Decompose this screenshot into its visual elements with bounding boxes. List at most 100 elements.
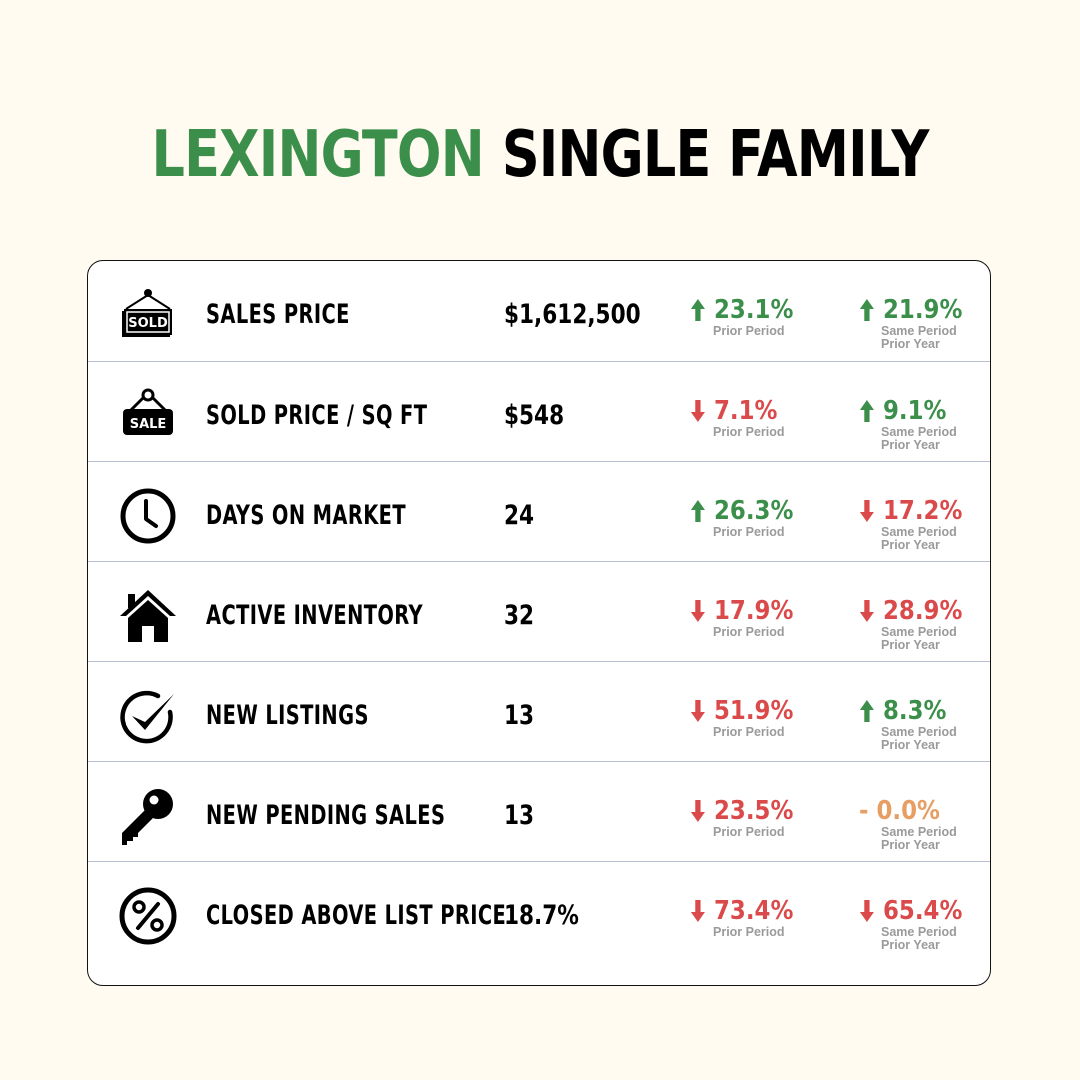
change-percent: 28.9% (859, 598, 973, 624)
prior-period-label: Prior Period (713, 725, 785, 739)
metric-label: DAYS ON MARKET (206, 500, 407, 531)
change-percent: 23.1% (690, 297, 804, 323)
year-over-year-change: 21.9% Same Period Prior Year (859, 297, 973, 351)
yoy-caption: Same Period Prior Year (881, 626, 973, 652)
sold-sign-icon: SOLD (118, 285, 178, 345)
yoy-caption: Same Period Prior Year (881, 426, 957, 452)
change-value: 65.4% (883, 896, 963, 926)
arrow-up-icon (859, 399, 880, 423)
prior-period-label: Prior Period (713, 425, 785, 439)
arrow-up-icon (859, 298, 880, 322)
year-over-year-change: 9.1% Same Period Prior Year (859, 398, 957, 452)
prior-period-change: 23.1% Prior Period (690, 297, 804, 338)
arrow-up-icon (690, 499, 711, 523)
yoy-caption: Same Period Prior Year (881, 926, 973, 952)
metric-label: NEW LISTINGS (206, 700, 369, 731)
page-title: LEXINGTON SINGLE FAMILY (97, 118, 983, 192)
metric-label: NEW PENDING SALES (206, 800, 446, 831)
metric-value: 18.7% (504, 900, 579, 931)
title-property-type: SINGLE FAMILY (501, 118, 930, 192)
change-value: 21.9% (883, 295, 963, 325)
metric-value: 13 (504, 800, 535, 831)
change-value: 73.4% (714, 896, 794, 926)
table-row: SOLD SALES PRICE $1,612,500 23.1% Prior … (88, 261, 990, 361)
arrow-down-icon (859, 599, 880, 623)
year-over-year-change: 8.3% Same Period Prior Year (859, 698, 957, 752)
svg-text:SOLD: SOLD (128, 316, 168, 331)
metric-value: 13 (504, 700, 535, 731)
year-over-year-change: - 0.0% Same Period Prior Year (859, 798, 957, 852)
same-period-label: Same Period (881, 825, 957, 839)
arrow-down-icon (690, 599, 711, 623)
prior-year-label: Prior Year (881, 938, 940, 952)
same-period-label: Same Period (881, 425, 957, 439)
prior-year-label: Prior Year (881, 838, 940, 852)
prior-year-label: Prior Year (881, 538, 940, 552)
change-value: 8.3% (883, 696, 947, 726)
prior-period-label: Prior Period (713, 925, 785, 939)
prior-period-label: Prior Period (713, 324, 785, 338)
same-period-label: Same Period (881, 324, 957, 338)
prior-period-label: Prior Period (713, 625, 785, 639)
svg-text:SALE: SALE (130, 417, 167, 432)
prior-year-label: Prior Year (881, 738, 940, 752)
metric-value: 24 (504, 500, 535, 531)
change-value: 51.9% (714, 696, 794, 726)
arrow-down-icon (690, 799, 711, 823)
metric-label: SOLD PRICE / SQ FT (206, 400, 428, 431)
change-percent: 7.1% (690, 398, 786, 424)
prior-period-change: 17.9% Prior Period (690, 598, 804, 639)
change-value: 26.3% (714, 496, 794, 526)
prior-period-label: Prior Period (713, 525, 785, 539)
change-percent: - 0.0% (859, 798, 957, 824)
change-percent: 23.5% (690, 798, 804, 824)
change-value: 28.9% (883, 596, 963, 626)
table-row: NEW PENDING SALES 13 23.5% Prior Period … (88, 761, 990, 862)
percent-icon (118, 886, 178, 946)
year-over-year-change: 28.9% Same Period Prior Year (859, 598, 973, 652)
same-period-label: Same Period (881, 525, 957, 539)
metric-label: CLOSED ABOVE LIST PRICE (206, 900, 507, 931)
change-value: - 0.0% (859, 796, 940, 826)
change-value: 23.5% (714, 796, 794, 826)
metric-value: $1,612,500 (504, 299, 641, 330)
prior-year-label: Prior Year (881, 438, 940, 452)
arrow-up-icon (690, 298, 711, 322)
table-row: ACTIVE INVENTORY 32 17.9% Prior Period 2… (88, 561, 990, 662)
change-percent: 26.3% (690, 498, 804, 524)
change-value: 23.1% (714, 295, 794, 325)
arrow-down-icon (690, 699, 711, 723)
change-value: 7.1% (714, 396, 778, 426)
prior-year-label: Prior Year (881, 337, 940, 351)
same-period-label: Same Period (881, 925, 957, 939)
arrow-up-icon (859, 699, 880, 723)
metric-value: $548 (504, 400, 565, 431)
change-percent: 51.9% (690, 698, 804, 724)
table-row: NEW LISTINGS 13 51.9% Prior Period 8.3% … (88, 661, 990, 762)
year-over-year-change: 17.2% Same Period Prior Year (859, 498, 973, 552)
yoy-caption: Same Period Prior Year (881, 726, 957, 752)
house-icon (118, 586, 178, 646)
yoy-caption: Same Period Prior Year (881, 526, 973, 552)
change-percent: 17.2% (859, 498, 973, 524)
prior-year-label: Prior Year (881, 638, 940, 652)
metric-value: 32 (504, 600, 535, 631)
change-percent: 65.4% (859, 898, 973, 924)
metric-label: SALES PRICE (206, 299, 350, 330)
change-percent: 8.3% (859, 698, 957, 724)
prior-period-label: Prior Period (713, 825, 785, 839)
table-row: SALE SOLD PRICE / SQ FT $548 7.1% Prior … (88, 361, 990, 462)
title-city: LEXINGTON (151, 118, 484, 192)
change-value: 17.9% (714, 596, 794, 626)
same-period-label: Same Period (881, 725, 957, 739)
change-percent: 9.1% (859, 398, 957, 424)
change-percent: 17.9% (690, 598, 804, 624)
prior-period-change: 23.5% Prior Period (690, 798, 804, 839)
year-over-year-change: 65.4% Same Period Prior Year (859, 898, 973, 952)
sale-sign-icon: SALE (118, 386, 178, 446)
arrow-down-icon (859, 899, 880, 923)
change-percent: 73.4% (690, 898, 804, 924)
table-row: DAYS ON MARKET 24 26.3% Prior Period 17.… (88, 461, 990, 562)
table-row: CLOSED ABOVE LIST PRICE 18.7% 73.4% Prio… (88, 861, 990, 962)
yoy-caption: Same Period Prior Year (881, 826, 957, 852)
